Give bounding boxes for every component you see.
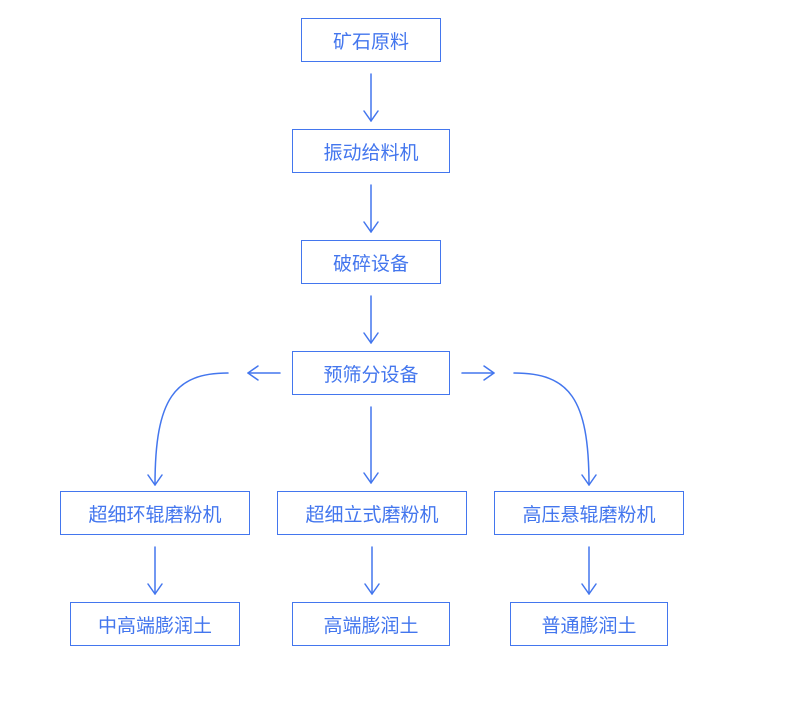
- flowchart-edge: [351, 395, 391, 491]
- flowchart-edge: [351, 62, 391, 129]
- flowchart-node-n1: 矿石原料: [301, 18, 441, 62]
- flowchart-node-label: 超细立式磨粉机: [305, 500, 438, 527]
- flowchart-node-label: 普通膨润土: [541, 611, 636, 638]
- flowchart-node-n6: 超细立式磨粉机: [277, 491, 467, 535]
- flowchart-node-n5: 超细环辊磨粉机: [60, 491, 250, 535]
- flowchart-node-n8: 中高端膨润土: [70, 602, 240, 646]
- flowchart-node-n4: 预筛分设备: [292, 351, 450, 395]
- flowchart-node-n3: 破碎设备: [301, 240, 441, 284]
- flowchart-edge: [135, 535, 175, 602]
- flowchart-edge: [430, 353, 619, 501]
- flowchart-node-label: 破碎设备: [333, 249, 409, 276]
- flowchart-edge: [351, 284, 391, 351]
- flowchart-node-label: 振动给料机: [323, 138, 418, 165]
- flowchart-node-label: 矿石原料: [333, 27, 409, 54]
- flowchart-edge: [351, 173, 391, 240]
- flowchart-node-n7: 高压悬辊磨粉机: [494, 491, 684, 535]
- flowchart-node-label: 中高端膨润土: [98, 611, 212, 638]
- flowchart-node-label: 高端膨润土: [323, 611, 418, 638]
- flowchart-edge: [569, 535, 609, 602]
- flowchart-edge: [125, 353, 312, 501]
- flowchart-node-label: 超细环辊磨粉机: [88, 500, 221, 527]
- flowchart-node-n9: 高端膨润土: [292, 602, 450, 646]
- flowchart-node-label: 高压悬辊磨粉机: [522, 500, 655, 527]
- flowchart-edge: [352, 535, 392, 602]
- flowchart-node-n2: 振动给料机: [292, 129, 450, 173]
- flowchart-node-label: 预筛分设备: [323, 360, 418, 387]
- flowchart-node-n10: 普通膨润土: [510, 602, 668, 646]
